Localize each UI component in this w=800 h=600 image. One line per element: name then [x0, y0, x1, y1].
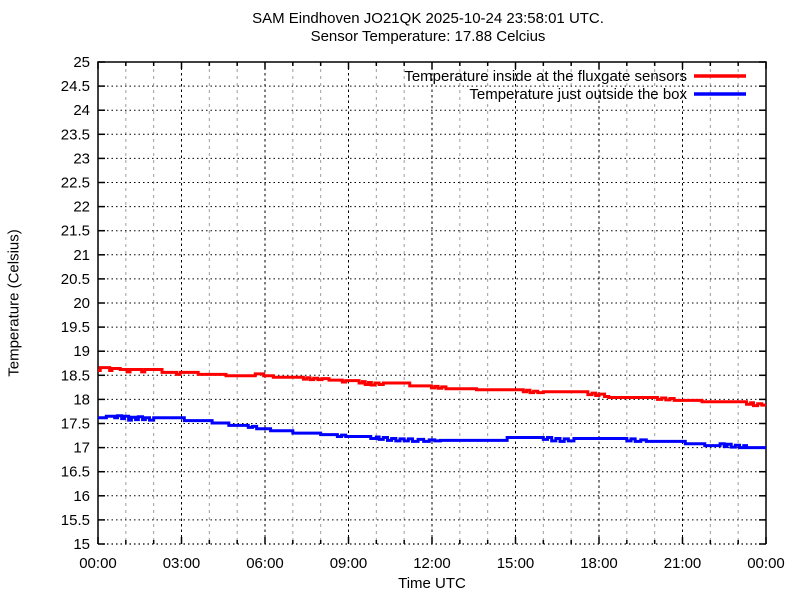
y-tick-label: 24.5: [61, 78, 90, 95]
legend-label: Temperature just outside the box: [469, 86, 687, 103]
y-tick-label: 23.5: [61, 126, 90, 143]
series-line-outside: [98, 414, 766, 450]
x-tick-label: 06:00: [246, 555, 284, 572]
x-tick-label: 00:00: [79, 555, 117, 572]
axis-ticks: [97, 61, 767, 545]
y-tick-label: 23: [73, 150, 90, 167]
chart-title-line2: Sensor Temperature: 17.88 Celcius: [310, 28, 546, 45]
y-tick-label: 22: [73, 199, 90, 216]
x-tick-label: 03:00: [163, 555, 201, 572]
series-line-inside: [98, 366, 766, 408]
y-tick-label: 17: [73, 440, 90, 457]
y-tick-label: 20.5: [61, 271, 90, 288]
grid-horizontal: [98, 85, 766, 521]
y-tick-label: 19.5: [61, 319, 90, 336]
y-tick-label: 15: [73, 536, 90, 553]
x-axis-label: Time UTC: [398, 575, 466, 592]
grid-vertical-major: [181, 62, 683, 544]
y-tick-label: 20: [73, 295, 90, 312]
y-tick-label: 18.5: [61, 367, 90, 384]
y-tick-label: 18: [73, 391, 90, 408]
y-tick-label: 21: [73, 247, 90, 264]
y-tick-label: 17.5: [61, 416, 90, 433]
y-tick-label: 24: [73, 102, 90, 119]
x-tick-label: 09:00: [330, 555, 368, 572]
x-tick-label: 18:00: [580, 555, 618, 572]
x-tick-labels: 00:00 03:00 06:00 09:00 12:00 15:00 18:00 21:00…: [79, 555, 785, 572]
y-tick-label: 15.5: [61, 512, 90, 529]
chart-title-line1: SAM Eindhoven JO21QK 2025-10-24 23:58:01…: [252, 10, 604, 27]
x-tick-label: 00:00: [747, 555, 785, 572]
x-tick-label: 15:00: [497, 555, 535, 572]
legend: Temperature inside at the fluxgate senso…: [404, 68, 746, 103]
y-tick-label: 16.5: [61, 464, 90, 481]
x-tick-label: 21:00: [664, 555, 702, 572]
y-tick-label: 19: [73, 343, 90, 360]
y-tick-label: 16: [73, 488, 90, 505]
x-tick-label: 12:00: [413, 555, 451, 572]
y-tick-label: 25: [73, 54, 90, 71]
y-tick-label: 22.5: [61, 175, 90, 192]
y-tick-labels: 15 15.5 16 16.5 17 17.5 18 18.5 19 19.5 20 20.5 21 21…: [61, 54, 90, 553]
y-tick-label: 21.5: [61, 223, 90, 240]
legend-label: Temperature inside at the fluxgate senso…: [404, 68, 687, 85]
